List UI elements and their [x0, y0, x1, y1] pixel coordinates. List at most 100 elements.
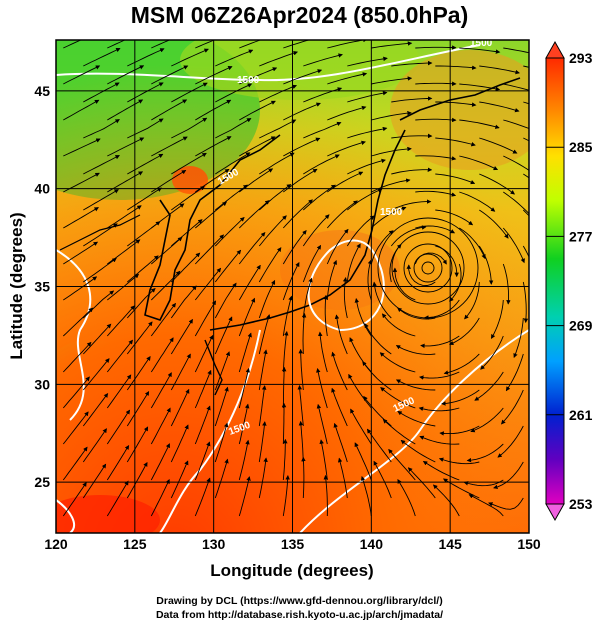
- wind-streamline: [150, 270, 181, 301]
- wind-streamline: [106, 305, 135, 337]
- wind-streamline: [238, 367, 250, 409]
- wind-streamline: [479, 137, 518, 154]
- wind-streamline: [171, 152, 207, 175]
- wind-streamline: [238, 332, 252, 373]
- wind-streamline: [459, 191, 496, 212]
- wind-streamline: [126, 461, 148, 499]
- wind-streamline: [438, 457, 480, 465]
- wind-streamline: [459, 47, 501, 54]
- wind-streamline: [364, 323, 392, 355]
- wind-streamline: [373, 460, 392, 499]
- wind-streamline: [470, 407, 504, 433]
- wind-streamline: [327, 105, 367, 121]
- wind-streamline: [107, 99, 144, 121]
- wind-streamline: [283, 40, 311, 49]
- wind-streamline: [171, 185, 205, 211]
- wind-streamline: [83, 82, 120, 103]
- latitude-tick-label: 30: [34, 376, 50, 392]
- wind-streamline: [362, 361, 392, 391]
- wind-streamline: [107, 40, 126, 49]
- wind-streamline: [441, 389, 480, 406]
- wind-streamline: [298, 420, 304, 463]
- wind-streamline: [238, 232, 266, 265]
- wind-streamline: [258, 457, 268, 499]
- wind-streamline: [106, 374, 132, 409]
- wind-streamline: [259, 51, 299, 67]
- wind-streamline: [346, 243, 361, 283]
- wind-streamline: [303, 121, 342, 139]
- wind-streamline: [474, 371, 504, 401]
- wind-streamline: [170, 388, 190, 427]
- wind-streamline: [282, 199, 313, 229]
- wind-streamline: [195, 136, 232, 157]
- wind-streamline: [371, 178, 411, 193]
- wind-streamline: [317, 331, 328, 373]
- wind-streamline: [326, 200, 358, 229]
- longitude-tick-label: 145: [438, 536, 462, 552]
- wind-streamline: [391, 167, 433, 175]
- wind-streamline: [331, 387, 348, 427]
- wind-streamline: [459, 155, 499, 171]
- wind-streamline: [150, 407, 171, 445]
- wind-streamline: [283, 137, 321, 157]
- temperature-field: 1500 1500 1500 1500 1500 1500: [56, 40, 529, 533]
- wind-streamline: [370, 230, 394, 265]
- wind-streamline: [354, 298, 372, 337]
- wind-streamline: [449, 317, 480, 346]
- wind-streamline: [479, 173, 515, 195]
- wind-streamline: [107, 65, 145, 85]
- wind-streamline: [151, 136, 188, 157]
- wind-streamline: [170, 252, 201, 283]
- wind-streamline: [151, 99, 188, 121]
- wind-streamline: [258, 247, 282, 283]
- wind-streamline: [302, 214, 330, 247]
- wind-streamline: [282, 262, 300, 301]
- wind-streamline: [522, 209, 529, 217]
- wind-streamline: [83, 189, 119, 211]
- wind-streamline: [395, 345, 436, 355]
- latitude-tick-label: 40: [34, 181, 50, 197]
- wind-streamline: [350, 408, 372, 445]
- wind-streamline: [238, 439, 250, 481]
- wind-streamline: [326, 260, 337, 301]
- wind-streamline: [194, 441, 211, 481]
- wind-streamline: [83, 155, 120, 175]
- wind-streamline: [127, 221, 161, 247]
- wind-streamline: [127, 153, 164, 175]
- wind-streamline: [62, 411, 89, 445]
- wind-streamline: [503, 155, 529, 171]
- wind-streamline: [459, 227, 486, 260]
- wind-streamline: [106, 409, 131, 445]
- wind-streamline: [282, 438, 288, 481]
- wind-streamline: [323, 294, 328, 337]
- wind-streamline: [83, 257, 117, 283]
- wind-streamline: [150, 443, 170, 481]
- wind-streamline: [326, 228, 349, 265]
- wind-streamline: [303, 154, 340, 175]
- latitude-tick-label: 45: [34, 83, 50, 99]
- wind-streamline: [282, 330, 289, 373]
- wind-streamline: [392, 267, 416, 301]
- wind-streamline: [214, 316, 233, 355]
- wind-streamline: [419, 371, 460, 380]
- map-frame: [55, 39, 530, 534]
- colorbar-tick-label: 277: [569, 228, 593, 244]
- wind-streamline: [301, 456, 306, 499]
- wind-streamline: [479, 101, 520, 113]
- wind-streamline: [82, 323, 112, 355]
- wind-streamline: [459, 119, 500, 129]
- wind-streamline: [194, 369, 212, 409]
- wind-streamline: [259, 152, 295, 175]
- wind-streamline: [302, 244, 321, 283]
- wind-streamline: [415, 155, 457, 161]
- wind-streamline: [63, 138, 101, 157]
- wind-streamline: [83, 119, 120, 139]
- longitude-tick-label: 150: [517, 536, 541, 552]
- wind-streamline: [422, 460, 460, 481]
- longitude-tick-label: 125: [123, 536, 147, 552]
- latitude-tick-label: 35: [34, 279, 50, 295]
- wind-streamline: [282, 295, 293, 337]
- wind-streamline: [479, 65, 520, 75]
- colorbar: 293 285 277 269 261 253: [545, 40, 593, 522]
- wind-streamline: [479, 209, 509, 239]
